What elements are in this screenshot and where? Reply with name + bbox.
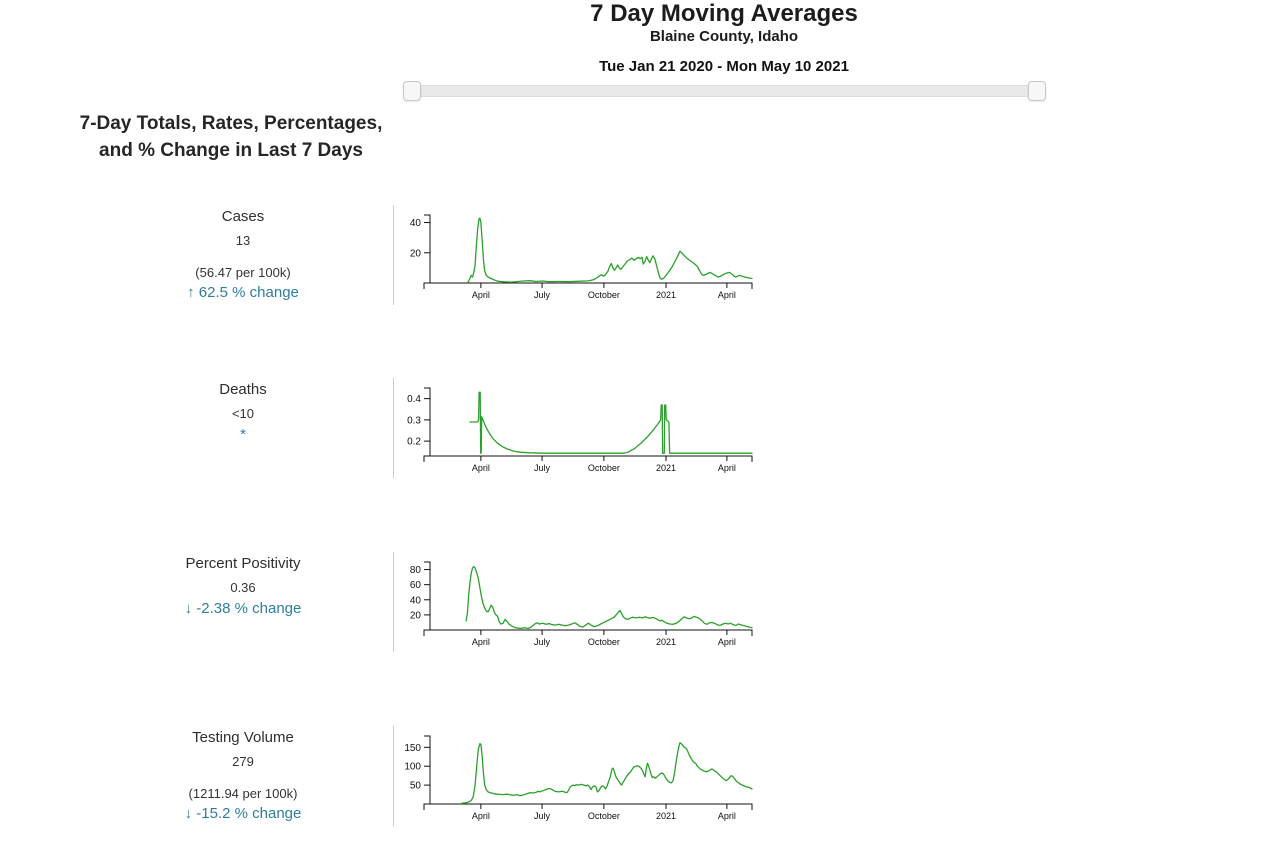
svg-text:60: 60 [410,580,422,591]
divider [393,552,394,652]
svg-text:April: April [718,637,736,647]
divider [393,726,394,826]
metric-row-cases: Cases 13 (56.47 per 100k) ↑ 62.5 % chang… [0,205,790,307]
percent-positivity-stat-block: Percent Positivity 0.36 ↓ -2.38 % change [83,555,403,618]
svg-text:July: July [534,463,551,473]
cases-label: Cases [221,208,265,225]
deaths-suppression-note: * [83,426,403,444]
deaths-stat-block: Deaths <10 * [83,381,403,444]
slider-track[interactable] [403,85,1046,97]
cases-change-text: 62.5 % change [198,284,299,301]
testing-volume-change: ↓ -15.2 % change [83,805,403,823]
metric-row-testing-volume: Testing Volume 279 (1211.94 per 100k) ↓ … [0,726,790,828]
cases-change: ↑ 62.5 % change [83,284,403,302]
down-arrow-icon: ↓ [184,600,193,617]
svg-text:April: April [718,811,736,821]
testing-volume-rate: (1211.94 per 100k) [188,786,298,801]
svg-text:100: 100 [404,762,421,773]
svg-text:October: October [588,290,620,300]
svg-text:20: 20 [410,248,422,259]
metric-row-deaths: Deaths <10 * 0.2 0.3 0.4 April July October 20… [0,378,790,480]
cases-value: 13 [235,233,251,248]
percent-positivity-label: Percent Positivity [185,555,301,572]
svg-text:October: October [588,463,620,473]
testing-volume-change-text: -15.2 % change [196,805,302,822]
deaths-label: Deaths [219,381,267,398]
svg-text:April: April [472,811,490,821]
slider-handle-start[interactable] [403,81,421,101]
svg-text:April: April [472,463,490,473]
svg-text:July: July [534,811,551,821]
svg-text:July: July [534,290,551,300]
deaths-trend-chart: 0.2 0.3 0.4 April July October 2021 April [407,387,753,473]
slider-handle-end[interactable] [1028,81,1046,101]
cases-stat-block: Cases 13 (56.47 per 100k) ↑ 62.5 % chang… [83,208,403,302]
svg-text:2021: 2021 [656,463,676,473]
svg-text:40: 40 [410,595,422,606]
svg-text:150: 150 [404,743,421,754]
svg-text:April: April [472,637,490,647]
svg-text:40: 40 [410,218,422,229]
svg-text:2021: 2021 [656,811,676,821]
svg-text:50: 50 [410,781,422,792]
testing-volume-stat-block: Testing Volume 279 (1211.94 per 100k) ↓ … [83,729,403,823]
cases-trend-chart: 20 40 April July October 2021 April [410,214,753,300]
up-arrow-icon: ↑ [187,284,195,301]
page-title: 7 Day Moving Averages [590,0,858,27]
percent-positivity-trend-chart: 20 40 60 80 April July October 2021 April [410,561,753,647]
deaths-change-text: * [240,426,246,443]
date-range-label: Tue Jan 21 2020 - Mon May 10 2021 [599,58,849,75]
deaths-value: <10 [231,406,255,421]
down-arrow-icon: ↓ [184,805,193,822]
left-panel-heading: 7-Day Totals, Rates, Percentages, and % … [79,113,383,161]
page-subtitle: Blaine County, Idaho [649,28,799,45]
svg-text:0.4: 0.4 [407,394,421,405]
testing-volume-trend-chart: 50 100 150 April July October 2021 April [404,735,753,821]
svg-text:80: 80 [410,565,422,576]
svg-text:April: April [718,290,736,300]
svg-text:20: 20 [410,610,422,621]
percent-positivity-value: 0.36 [230,580,256,595]
header: 7 Day Moving Averages Blaine County, Ida… [400,0,1048,75]
percent-positivity-change-text: -2.38 % change [196,600,302,617]
svg-text:October: October [588,637,620,647]
divider [393,378,394,478]
percent-positivity-change: ↓ -2.38 % change [83,600,403,618]
cases-rate: (56.47 per 100k) [195,265,291,280]
svg-text:0.3: 0.3 [407,415,421,426]
date-range-slider[interactable] [403,81,1046,101]
svg-text:2021: 2021 [656,290,676,300]
svg-text:April: April [718,463,736,473]
testing-volume-label: Testing Volume [192,729,294,746]
svg-text:October: October [588,811,620,821]
svg-text:July: July [534,637,551,647]
testing-volume-value: 279 [232,754,254,769]
divider [393,205,394,305]
svg-text:April: April [472,290,490,300]
svg-text:0.2: 0.2 [407,437,421,448]
metric-row-percent-positivity: Percent Positivity 0.36 ↓ -2.38 % change… [0,552,790,654]
svg-text:2021: 2021 [656,637,676,647]
